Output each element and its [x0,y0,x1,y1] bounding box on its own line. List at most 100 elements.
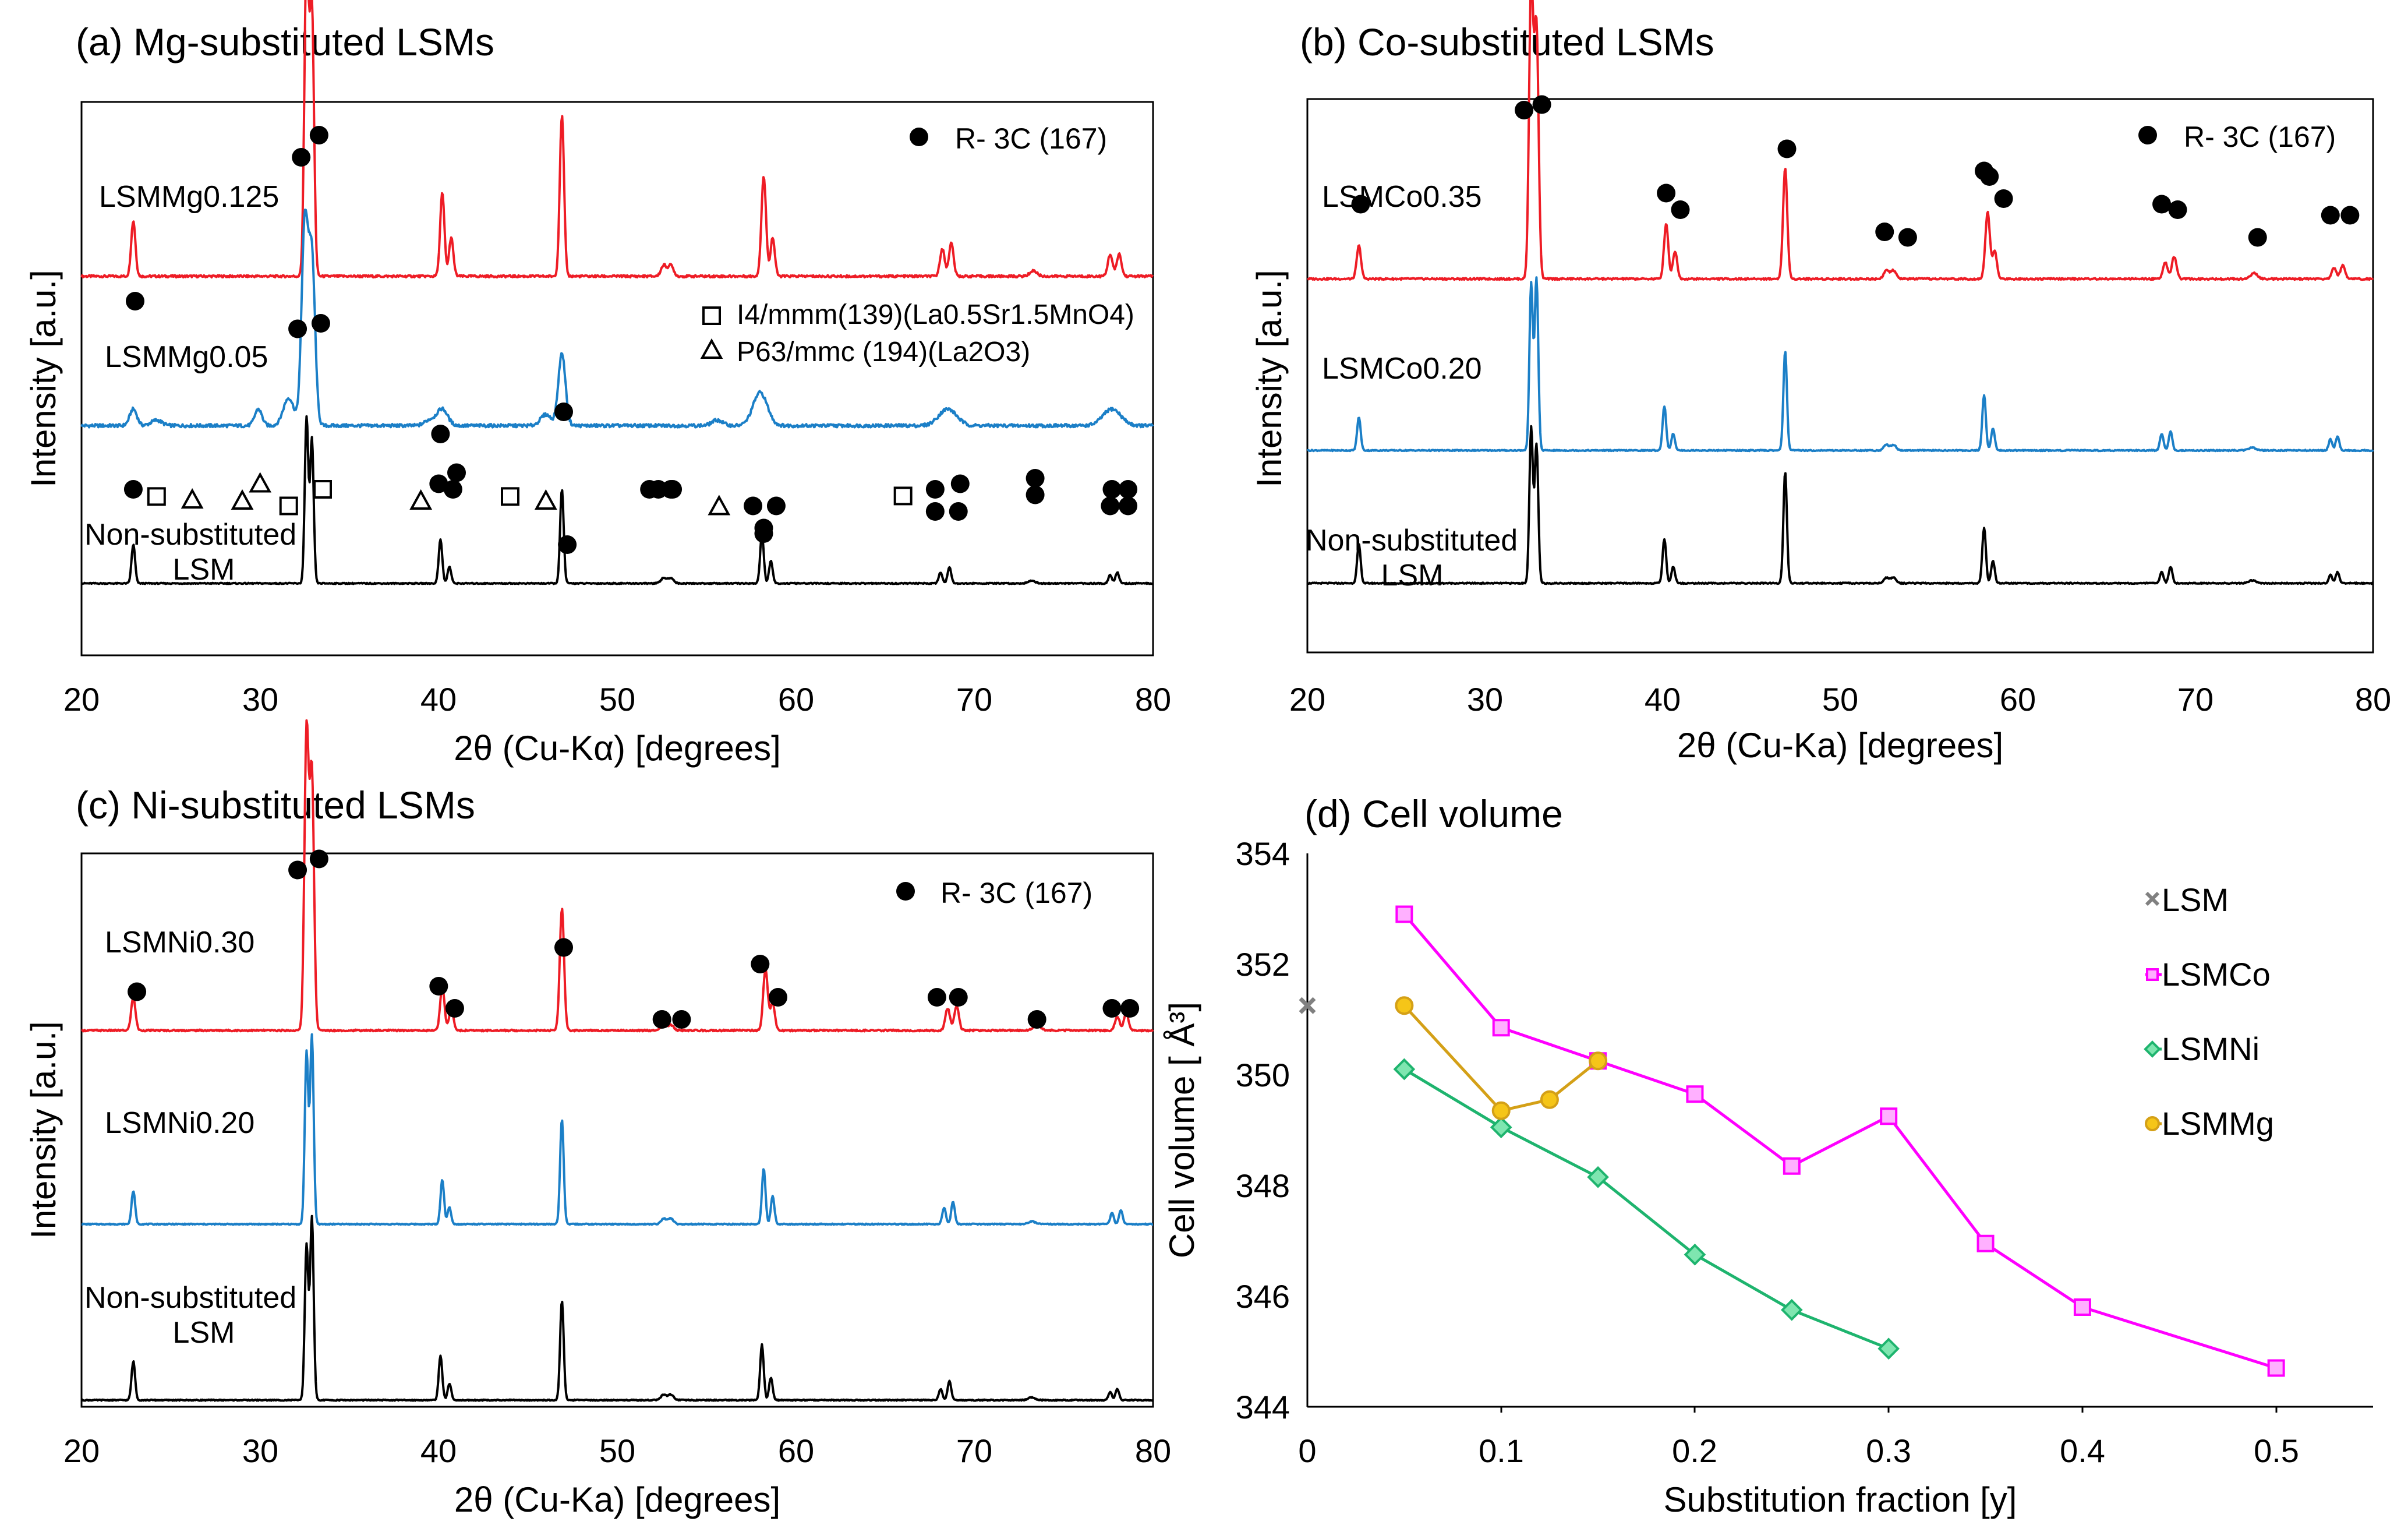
panel-b-series-layer [1306,0,2374,585]
phase-dot-marker [445,999,464,1018]
xrd-pattern-top [80,0,1154,279]
panel-c-plot-frame [80,852,1154,1408]
panel-b-label-bottom-1: Non-substituted [1306,524,1518,557]
data-point-lsm [1299,997,1316,1014]
legend-marker-diamond-icon [2144,1040,2161,1058]
data-point-lsmni [1587,1166,1609,1188]
x-tick-label: 70 [2177,681,2213,718]
phase-dot-marker [1120,999,1140,1018]
x-tick-label: 70 [956,681,992,718]
legend-dot-icon [910,128,928,146]
panel-b-markers-layer [1351,95,2360,247]
panel-b-plot-frame [1306,98,2374,654]
phase-dot-marker [558,535,577,554]
phase-dot-marker [292,148,311,167]
x-marker-stroke [1299,997,1316,1014]
phase-dot-marker [1657,183,1676,203]
data-point-lsmco [2267,1359,2285,1377]
panel-c-markers-layer [128,849,1140,1029]
phase-dot-marker [754,524,773,543]
phase-dot-marker [925,480,945,499]
phase-dot-marker [1102,480,1122,499]
phase-dot-marker [288,319,307,338]
legend-dot-icon [2138,126,2157,144]
phase-square-marker [893,486,913,506]
panel-c-legend-phase: R- 3C (167) [940,877,1092,909]
data-point-lsmco [1880,1107,1898,1125]
panel-a-legend-phase: R- 3C (167) [955,122,1107,155]
phase-dot-marker [1980,167,1999,186]
phase-dot-marker [447,463,466,482]
panel-c-label-top: LSMNi0.30 [105,926,254,959]
phase-dot-marker [2152,195,2172,214]
phase-dot-marker [2248,228,2267,247]
panel-d-ticks [1500,1407,2278,1413]
panel-a-plot-frame [80,101,1154,656]
legend-square-icon [702,306,721,325]
series-line-lsmco [1403,913,2277,1369]
x-tick-label: 0.1 [1479,1432,1524,1469]
panel-d-series-layer [1299,905,2285,1377]
panel-c-y-axis-label: Intensity [a.u.] [24,1021,63,1239]
panel-c-title: (c) Ni-substituted LSMs [76,783,475,827]
panel-a-label-top: LSMMg0.125 [99,180,279,214]
y-tick-label: 344 [1236,1389,1290,1425]
xrd-pattern-middle [81,1033,1154,1226]
xrd-pattern-top [1307,0,2374,281]
x-tick-label: 50 [599,681,635,718]
legend-dot-icon [896,882,915,901]
panel-c-series-layer [80,719,1154,1402]
phase-dot-marker [1102,999,1122,1018]
phase-dot-marker [2321,206,2340,225]
phase-square-marker [501,487,519,506]
phase-triangle-marker [409,489,433,510]
phase-dot-marker [949,502,968,521]
data-point-lsmni [1684,1243,1706,1266]
data-point-lsmco [2073,1298,2091,1316]
panel-b-title: (b) Co-substituted LSMs [1300,20,1714,63]
xrd-pattern-middle [80,209,1154,429]
x-tick-label: 70 [956,1432,992,1469]
x-tick-label: 50 [1822,681,1858,718]
x-tick-label: 0.2 [1672,1432,1717,1469]
panel-a-label-middle: LSMMg0.05 [105,340,268,374]
phase-dot-marker [123,480,143,499]
xrd-pattern-bottom [81,415,1154,585]
phase-dot-marker [309,126,328,144]
panel-b-x-axis-label: 2θ (Cu-Ka) [degrees] [1677,726,2003,765]
x-tick-label: 30 [1467,681,1503,718]
panel-c-label-middle: LSMNi0.20 [105,1106,254,1140]
phase-dot-marker [1875,223,1894,241]
phase-dot-marker [554,938,573,957]
phase-dot-marker [1027,1010,1046,1029]
panel-a-label-bottom-2: LSM [173,553,235,587]
phase-triangle-marker [708,495,731,516]
phase-dot-marker [429,977,448,996]
phase-square-marker [279,496,298,516]
panel-c: (c) Ni-substituted LSMs 20 30 40 50 60 7… [24,719,1171,1519]
panel-a-title: (a) Mg-substituted LSMs [76,20,494,63]
x-tick-label: 30 [242,681,278,718]
phase-dot-marker [1119,496,1138,516]
x-tick-label: 40 [420,681,457,718]
panel-a-legend-p63mmc: P63/mmc (194)(La2O3) [737,337,1030,368]
phase-dot-marker [949,988,968,1007]
panel-d-title: (d) Cell volume [1304,792,1563,835]
y-tick-label: 354 [1236,835,1290,872]
x-tick-label: 80 [1135,681,1171,718]
panel-b-label-middle: LSMCo0.20 [1322,352,1482,386]
series-line-lsmni [1403,1068,1890,1350]
panel-a-legend-i4mmm: I4/mmm(139)(La0.5Sr1.5MnO4) [737,299,1134,330]
data-point-lsmni [1490,1116,1512,1139]
panel-d-x-tick-labels: 0 0.1 0.2 0.3 0.4 0.5 [1298,1432,2299,1469]
phase-dot-marker [1026,485,1045,504]
data-point-lsmmg [1395,996,1414,1015]
y-tick-label: 352 [1236,946,1290,983]
phase-dot-marker [662,480,680,499]
x-tick-label: 60 [778,1432,814,1469]
phase-dot-marker [769,988,787,1007]
phase-dot-marker [443,480,462,499]
x-tick-label: 40 [420,1432,457,1469]
x-tick-label: 0.5 [2254,1432,2299,1469]
data-point-lsmco [1976,1234,1995,1252]
